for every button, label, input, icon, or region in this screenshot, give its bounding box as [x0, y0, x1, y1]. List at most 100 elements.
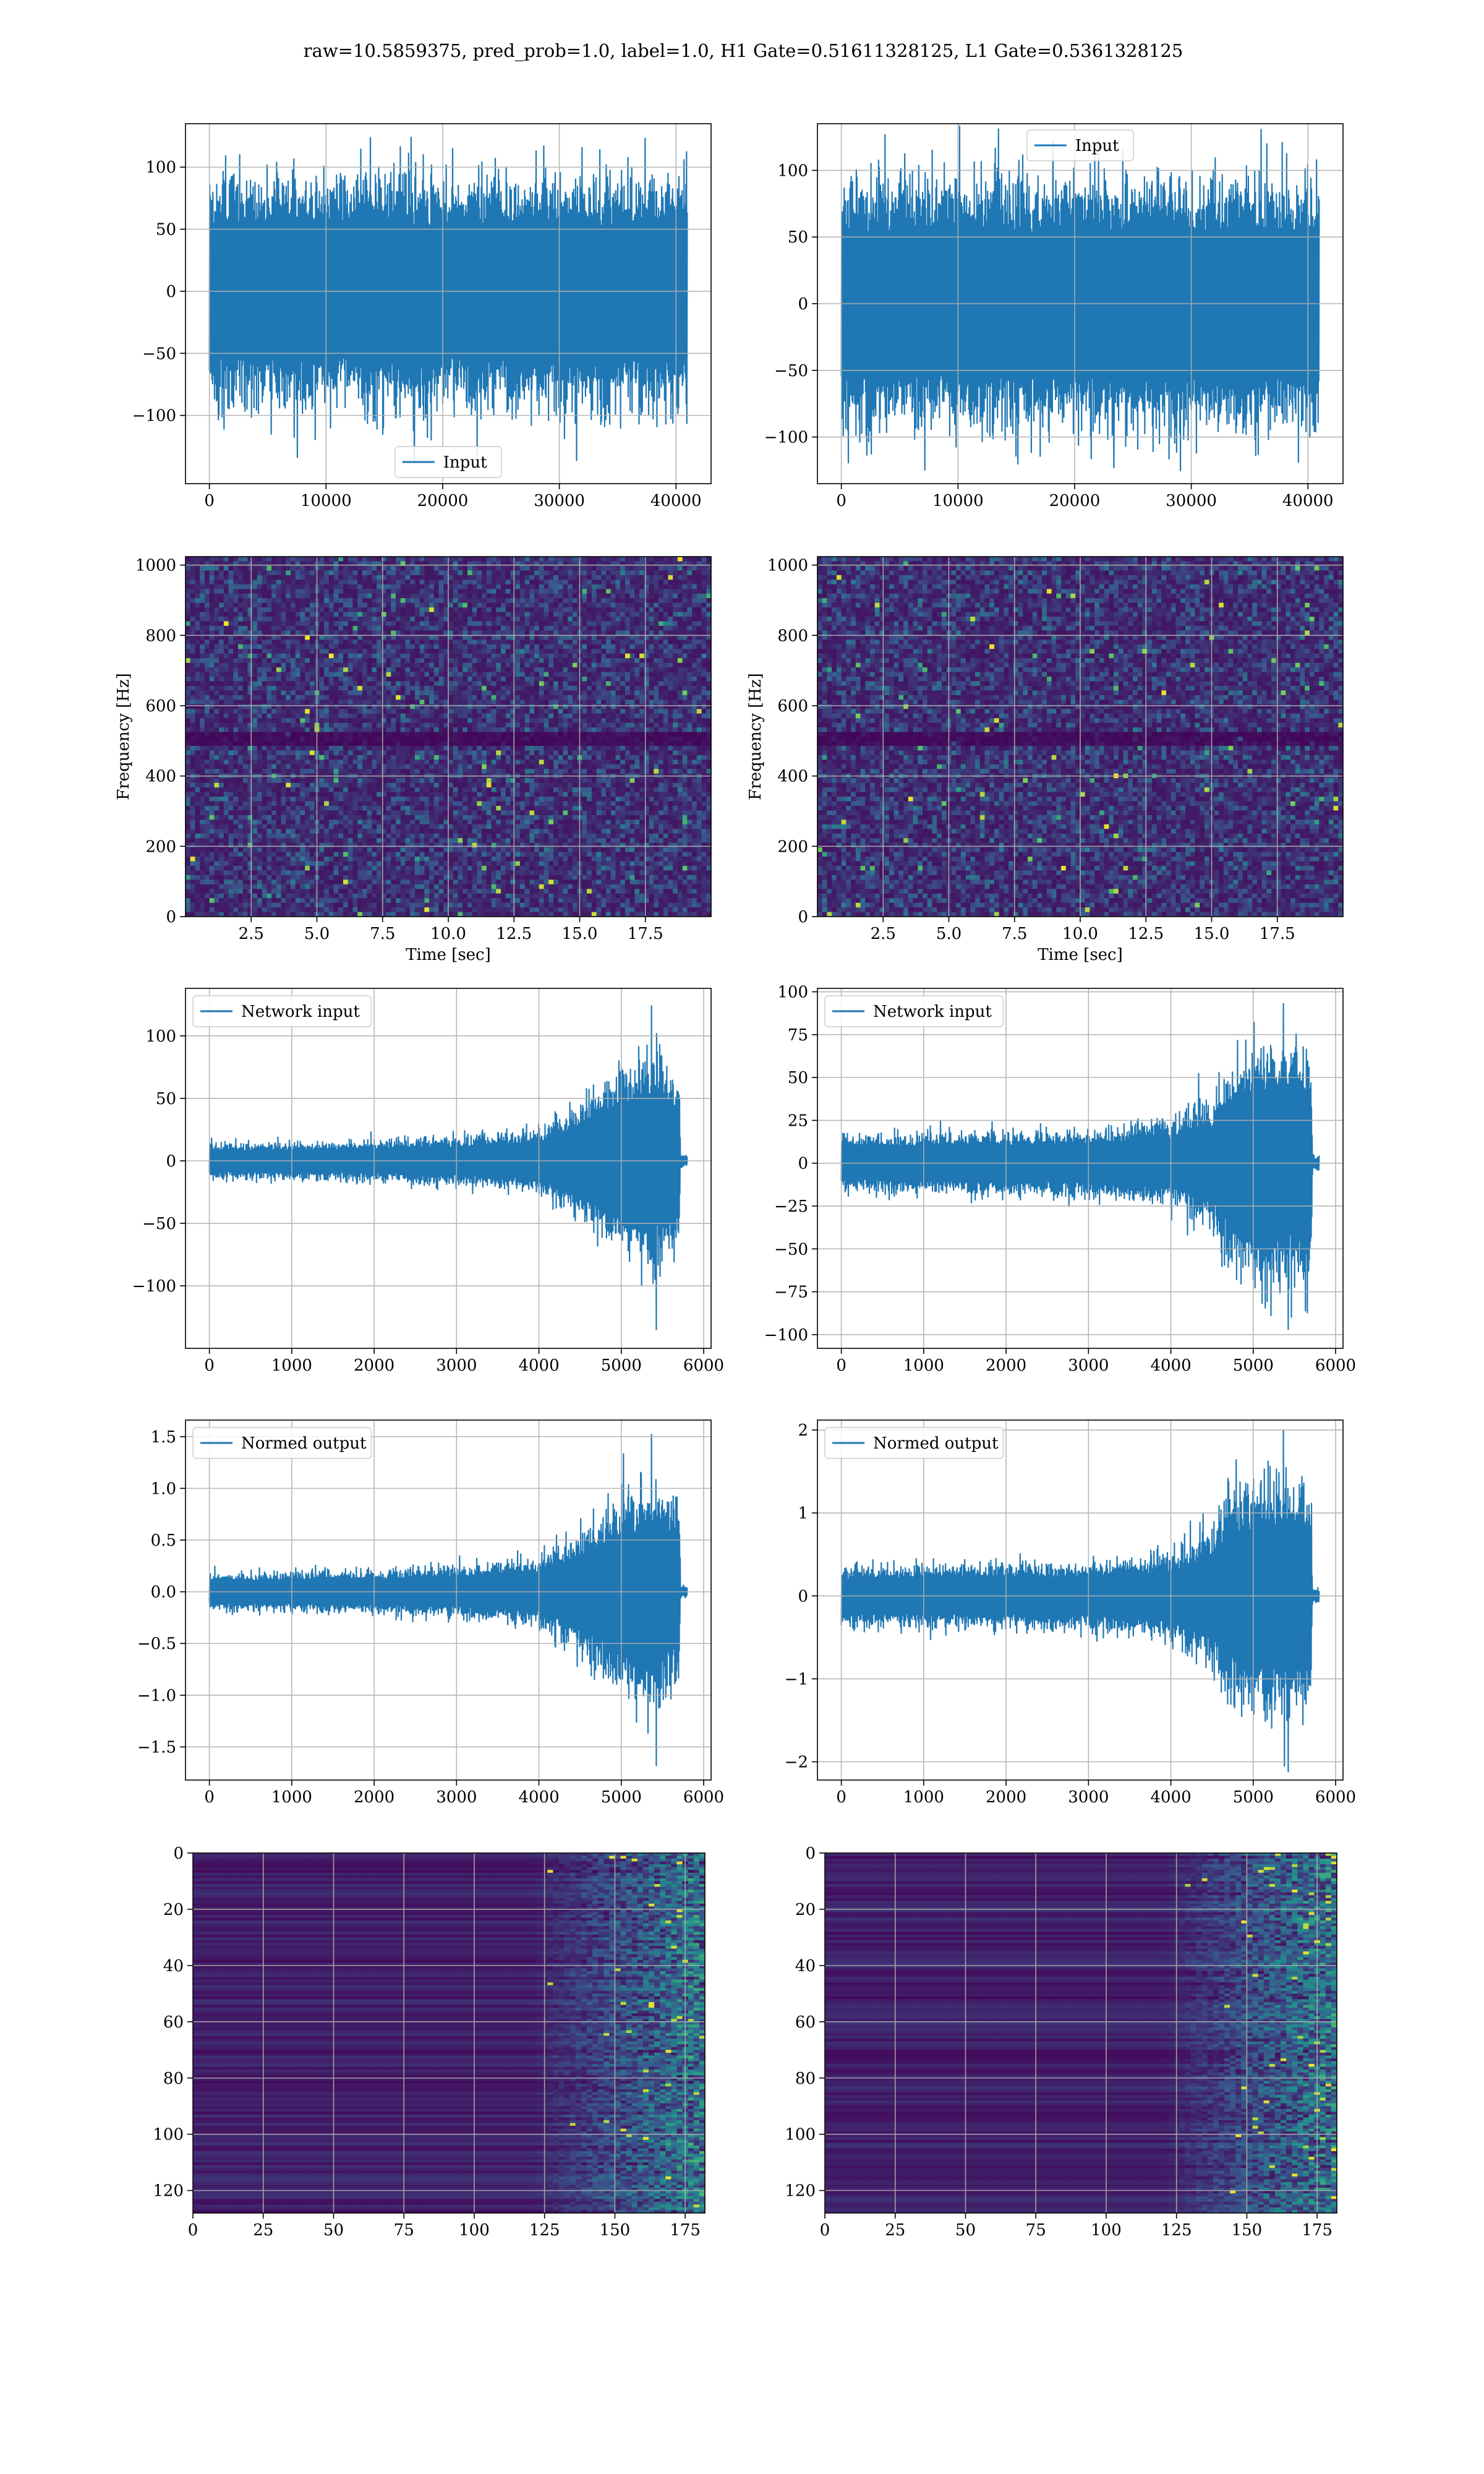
y-tick-label: 800 [145, 627, 176, 645]
chart-input-l1: 0 10000 20000 30000 40000 −100 −50 0 50 100 Input [764, 123, 1344, 510]
figure-title: raw=10.5859375, pred_prob=1.0, label=1.0… [304, 40, 1183, 62]
x-tick-label: 2000 [354, 1788, 394, 1807]
chart-normed-output-h1: 0 1000 2000 3000 4000 5000 6000 −1.5 −1.0 −0.5 0.0… [137, 1419, 724, 1807]
y-tick-label: −75 [774, 1283, 808, 1302]
chart-feature-map-h1: 0 25 50 75 100 125 150 175 0 20 40 60 80 100 120 [153, 1844, 706, 2240]
x-tick-label: 40000 [650, 492, 702, 510]
y-tick-label: 0.5 [151, 1531, 176, 1550]
x-tick-label: 0 [188, 2221, 198, 2240]
x-tick-label: 5.0 [936, 925, 962, 943]
x-tick-label: 7.5 [370, 925, 395, 943]
x-tick-label: 40000 [1282, 492, 1334, 510]
y-tick-label: 200 [145, 837, 176, 856]
y-tick-label: −50 [142, 1215, 176, 1233]
y-tick-label: 1000 [135, 557, 176, 575]
grid [817, 988, 1343, 1348]
legend-box [824, 995, 1004, 1027]
y-tick-label: 40 [795, 1957, 816, 1975]
legend-label: Normed output [873, 1434, 999, 1453]
grid [825, 1853, 1337, 2213]
chart-spectrogram-l1: 2.5 5.0 7.5 10.0 12.5 15.0 17.5 0 200 400 600 800 10… [746, 556, 1344, 964]
x-tick-label: 17.5 [1260, 925, 1295, 943]
legend: Normed output [192, 1427, 372, 1459]
y-tick-label: 1.5 [151, 1428, 176, 1447]
x-tick-label: 4000 [1150, 1788, 1191, 1807]
x-tick-label: 100 [459, 2221, 490, 2240]
x-tick-label: 5000 [1233, 1356, 1274, 1375]
y-tick-label: 0 [166, 1152, 176, 1171]
chart-input-h1: 0 10000 20000 30000 40000 −100 −50 0 50 100 Input [132, 123, 712, 510]
y-tick-label: 600 [145, 697, 176, 716]
x-tick-label: 5.0 [304, 925, 330, 943]
x-tick-label: 5000 [1233, 1788, 1274, 1807]
legend: Input [1026, 129, 1134, 161]
y-tick-label: 100 [777, 161, 808, 180]
x-tick-label: 0 [820, 2221, 830, 2240]
x-tick-label: 175 [1302, 2221, 1333, 2240]
y-tick-label: 0 [798, 1155, 808, 1173]
y-axis-label: Frequency [Hz] [114, 673, 133, 800]
legend: Network input [824, 995, 1004, 1027]
grid [817, 124, 1343, 484]
grid [186, 1420, 711, 1780]
grid [193, 1853, 705, 2213]
x-tick-label: 3000 [1068, 1788, 1109, 1807]
axes-frame [185, 988, 712, 1349]
x-tick-label: 0 [204, 1788, 215, 1807]
y-tick-label: 0 [805, 1844, 816, 1863]
x-tick-label: 25 [253, 2221, 273, 2240]
y-axis-label: Frequency [Hz] [746, 673, 765, 800]
y-tick-label: 100 [145, 1027, 176, 1046]
y-tick-label: −1.0 [137, 1687, 176, 1705]
y-tick-label: 25 [788, 1111, 808, 1130]
x-tick-label: 6000 [1315, 1788, 1356, 1807]
plot-area [817, 557, 1343, 917]
x-tick-label: 75 [1026, 2221, 1046, 2240]
x-tick-label: 50 [323, 2221, 344, 2240]
legend: Input [394, 446, 502, 478]
y-tick-label: −1 [785, 1670, 808, 1689]
x-tick-label: 30000 [534, 492, 585, 510]
x-tick-label: 12.5 [496, 925, 532, 943]
y-tick-label: 0 [798, 295, 808, 314]
x-tick-label: 75 [394, 2221, 414, 2240]
x-tick-label: 15.0 [562, 925, 598, 943]
legend-box [192, 995, 372, 1027]
y-tick-label: −25 [774, 1197, 808, 1216]
legend-box [394, 446, 502, 478]
x-tick-label: 100 [1091, 2221, 1122, 2240]
axes-frame [817, 988, 1344, 1349]
x-tick-label: 6000 [683, 1356, 724, 1375]
legend-label: Normed output [241, 1434, 367, 1453]
y-tick-label: 1000 [767, 557, 808, 575]
legend-label: Input [443, 453, 487, 472]
y-tick-label: 100 [145, 158, 176, 177]
axes-frame [192, 1852, 706, 2214]
y-tick-label: 50 [156, 221, 176, 239]
y-tick-label: 0 [166, 908, 176, 927]
legend-label: Network input [241, 1003, 360, 1021]
y-tick-label: 600 [777, 697, 808, 716]
y-tick-label: 40 [163, 1957, 184, 1975]
chart-network-input-h1: 0 1000 2000 3000 4000 5000 6000 −100 −50 0 50 100 Ne… [132, 988, 724, 1375]
x-tick-label: 30000 [1166, 492, 1217, 510]
y-tick-label: −100 [132, 407, 176, 426]
x-tick-label: 10.0 [430, 925, 466, 943]
x-tick-label: 0 [836, 492, 846, 510]
y-tick-label: 80 [795, 2070, 816, 2088]
y-tick-label: 800 [777, 627, 808, 645]
y-tick-label: 1.0 [151, 1479, 176, 1498]
plot-area [186, 124, 711, 484]
y-tick-label: 400 [145, 768, 176, 786]
y-tick-label: −100 [132, 1277, 176, 1296]
x-tick-label: 20000 [417, 492, 469, 510]
x-axis-label: Time [sec] [1038, 946, 1123, 964]
y-tick-label: 0 [798, 908, 808, 927]
x-tick-label: 2000 [986, 1356, 1026, 1375]
axes-frame [185, 1419, 712, 1781]
plot-area [186, 557, 711, 917]
chart-spectrogram-h1: 2.5 5.0 7.5 10.0 12.5 15.0 17.5 0 200 400 600 800 10… [114, 556, 712, 964]
legend-label: Network input [873, 1003, 992, 1021]
y-tick-label: 60 [795, 2013, 816, 2032]
